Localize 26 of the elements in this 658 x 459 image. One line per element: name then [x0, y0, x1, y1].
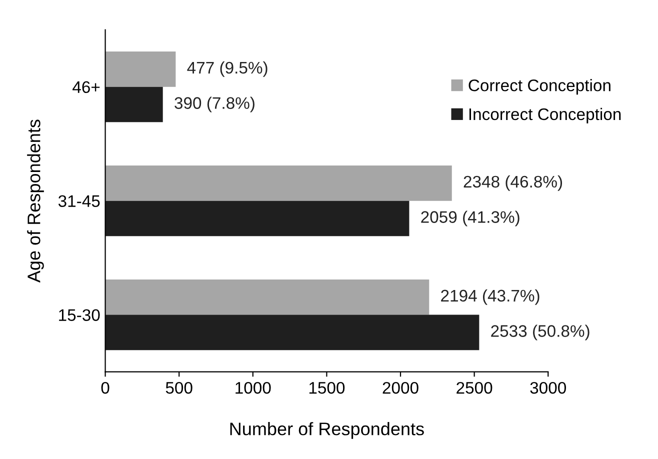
- x-tick-label: 3000: [530, 382, 566, 394]
- y-tick-label: 46+: [72, 81, 100, 94]
- data-label: 477 (9.5%): [187, 61, 268, 77]
- data-label: 2533 (50.8%): [491, 324, 590, 340]
- x-tick-label: 2500: [456, 382, 492, 394]
- bar: [105, 200, 410, 236]
- y-tick-label: 15-30: [59, 309, 100, 321]
- data-label: 2348 (46.8%): [464, 175, 562, 191]
- x-tick-label: 1000: [236, 382, 271, 394]
- legend-label: Correct Conception: [468, 79, 610, 95]
- x-tick-label: 500: [166, 382, 192, 394]
- y-axis-title: Age of Respondents: [27, 120, 44, 283]
- legend-label: Incorrect Conception: [469, 108, 621, 124]
- x-tick-label: 1500: [309, 382, 345, 394]
- data-label: 2059 (41.3%): [421, 210, 520, 226]
- bar: [105, 51, 176, 87]
- x-tick-label: 2000: [382, 382, 418, 394]
- bar: [105, 86, 163, 122]
- data-label: 2194 (43.7%): [441, 289, 540, 305]
- y-tick-label: 31-45: [58, 195, 100, 208]
- bar: [105, 314, 480, 350]
- bar: [105, 279, 430, 315]
- x-tick-label: 0: [101, 382, 110, 394]
- x-axis-title: Number of Respondents: [230, 422, 424, 439]
- data-label: 390 (7.8%): [174, 96, 254, 112]
- bar: [105, 165, 452, 201]
